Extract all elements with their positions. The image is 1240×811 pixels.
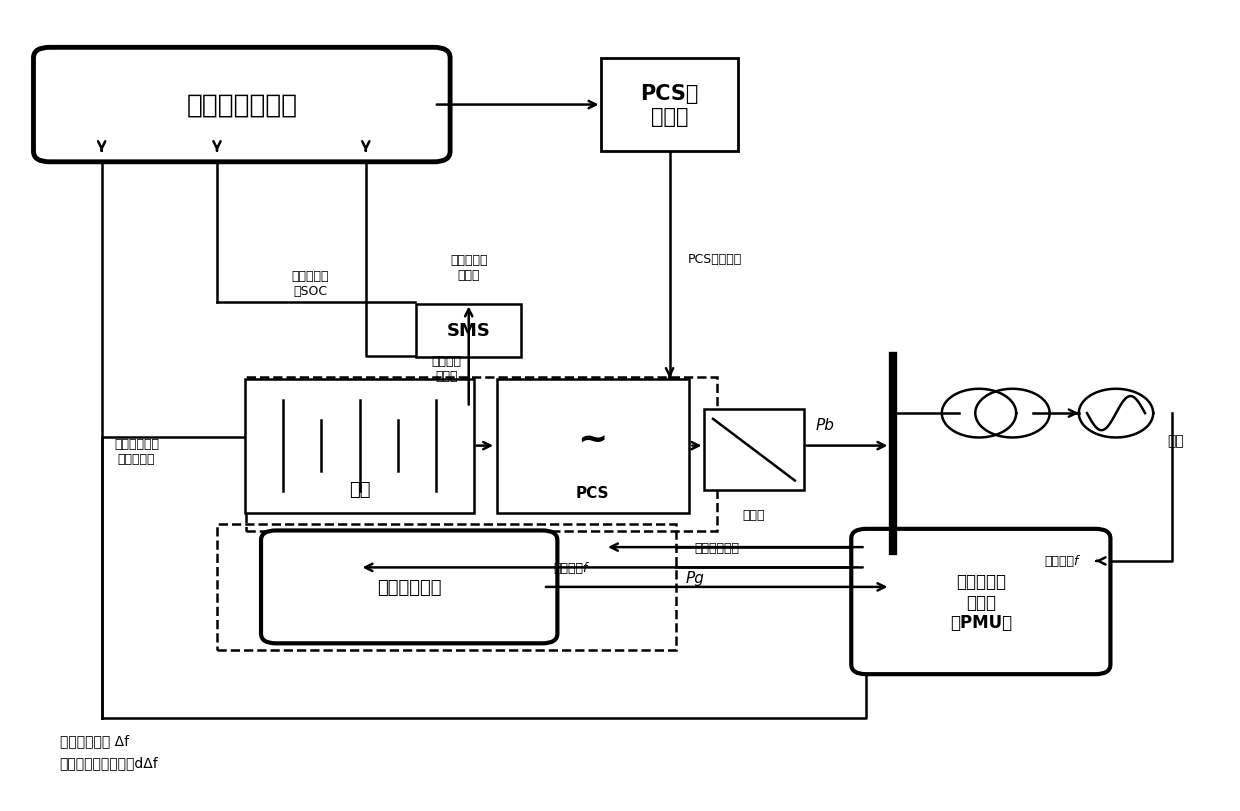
Bar — [417, 304, 522, 357]
Text: 断路器: 断路器 — [743, 508, 765, 521]
Text: 电网频率偏差变化率dΔf: 电网频率偏差变化率dΔf — [60, 755, 159, 770]
Text: 电池能量状
态SOC: 电池能量状 态SOC — [291, 270, 329, 298]
Bar — [217, 524, 676, 650]
Text: 电网频率f: 电网频率f — [1044, 555, 1079, 568]
Bar — [704, 410, 804, 491]
Text: 电池能量管
理单元: 电池能量管 理单元 — [450, 254, 487, 281]
Text: 电网频率f: 电网频率f — [553, 561, 588, 574]
Text: 电池: 电池 — [348, 480, 371, 498]
Text: Pb: Pb — [816, 418, 835, 432]
Text: 充放电状态和
实时功率值: 充放电状态和 实时功率值 — [114, 438, 159, 466]
Text: 一次调频数据: 一次调频数据 — [694, 541, 739, 554]
FancyBboxPatch shape — [851, 529, 1110, 675]
Text: 电网频率偏差 Δf: 电网频率偏差 Δf — [60, 733, 129, 748]
Text: 电网: 电网 — [1167, 433, 1184, 448]
Bar — [246, 377, 717, 531]
FancyBboxPatch shape — [33, 48, 450, 162]
Text: ~: ~ — [578, 423, 608, 457]
Text: Pg: Pg — [686, 571, 704, 586]
Text: PCS控制指令: PCS控制指令 — [688, 253, 743, 266]
Text: 同步向量测
量单元
（PMU）: 同步向量测 量单元 （PMU） — [950, 572, 1012, 632]
Text: SMS: SMS — [446, 322, 491, 340]
FancyBboxPatch shape — [262, 530, 558, 644]
Bar — [244, 380, 474, 513]
Text: PCS: PCS — [575, 486, 610, 500]
Bar — [601, 59, 738, 152]
Text: PCS控
制模块: PCS控 制模块 — [640, 84, 699, 127]
Text: 传统发电机组: 传统发电机组 — [377, 578, 441, 596]
Text: 自适应控制模块: 自适应控制模块 — [186, 92, 298, 118]
Text: 实时监测
与控制: 实时监测 与控制 — [432, 355, 461, 383]
Bar — [496, 380, 689, 513]
